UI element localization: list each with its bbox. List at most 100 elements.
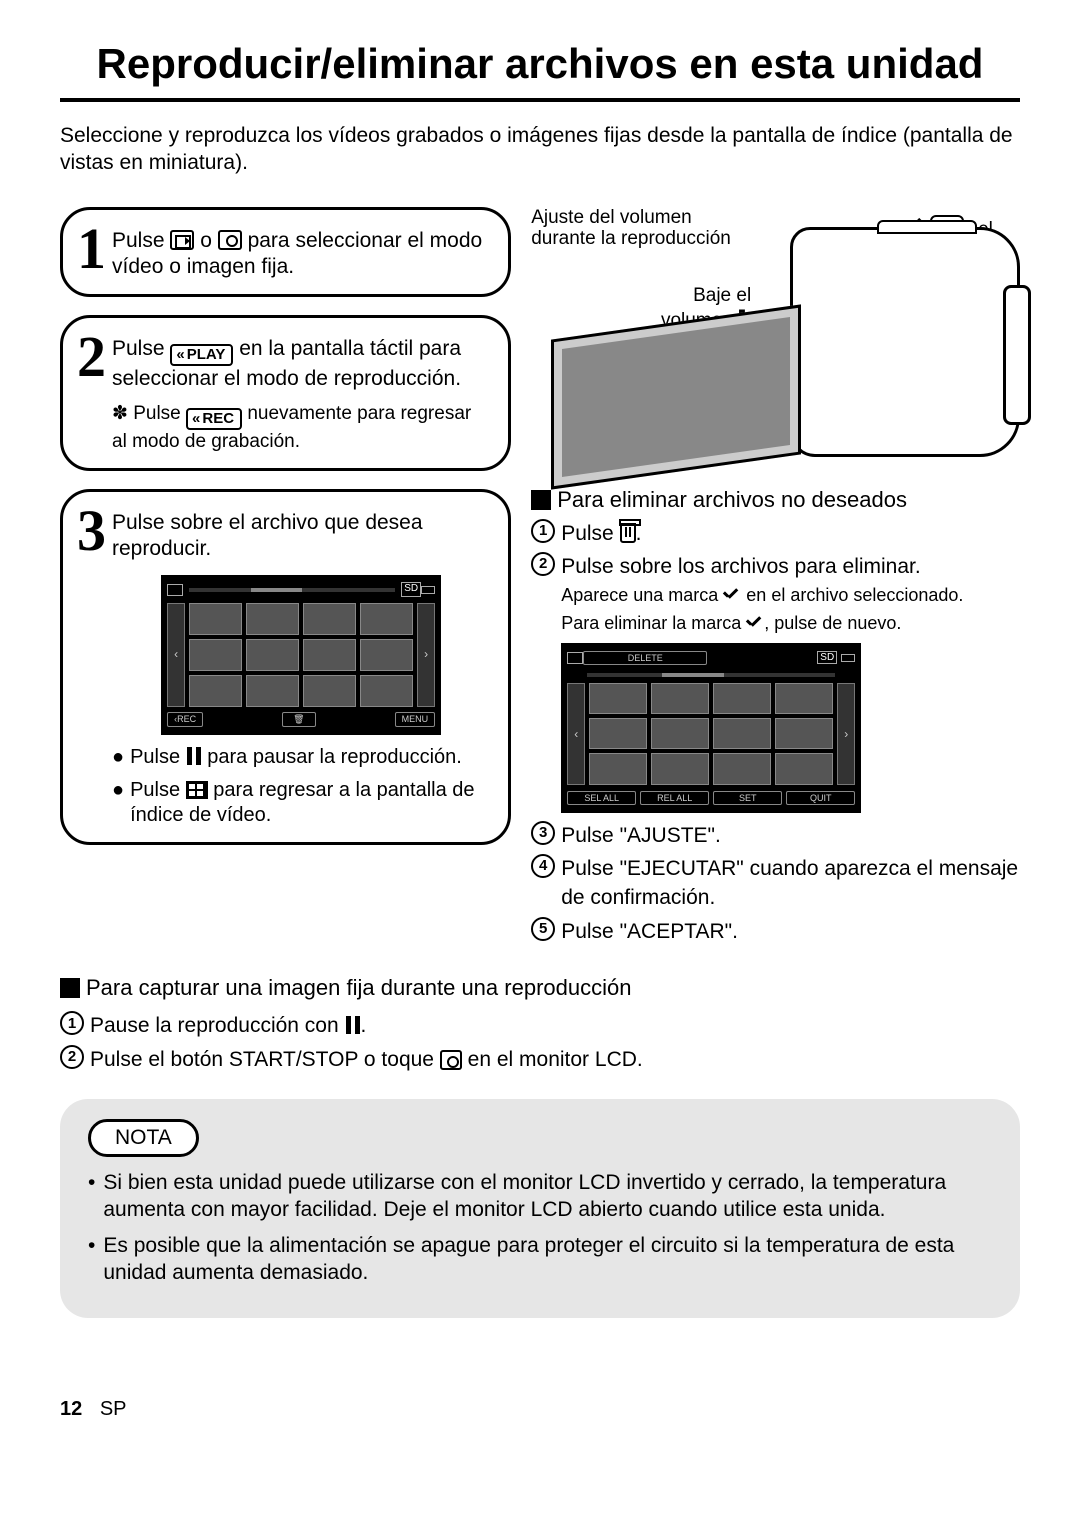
step-3-bullet-2: ● Pulse para regresar a la pantalla de í… xyxy=(112,778,490,828)
text: Pulse xyxy=(112,229,170,252)
circled-number-icon: 2 xyxy=(531,552,555,576)
capture-section-header: Para capturar una imagen fija durante un… xyxy=(60,975,1020,1001)
snapshot-icon xyxy=(440,1050,462,1070)
text: en el archivo seleccionado. xyxy=(741,585,963,605)
delete-step-4: 4 Pulse "EJECUTAR" cuando aparezca el me… xyxy=(531,854,1020,913)
square-bullet-icon xyxy=(531,490,551,510)
check-icon xyxy=(746,617,764,631)
delete-section-header: Para eliminar archivos no deseados xyxy=(531,487,1020,513)
mode-icon xyxy=(167,584,183,596)
note-item: Es posible que la alimentación se apague… xyxy=(88,1232,992,1287)
video-mode-icon xyxy=(170,230,194,250)
circled-number-icon: 1 xyxy=(531,519,555,543)
intro-text: Seleccione y reproduzca los vídeos graba… xyxy=(60,122,1020,177)
prev-page-icon: ‹ xyxy=(567,683,585,785)
delete-step-1: 1 Pulse . xyxy=(531,519,1020,548)
play-button-icon: PLAY xyxy=(170,344,233,366)
note-box: NOTA Si bien esta unidad puede utilizars… xyxy=(60,1099,1020,1318)
page-title: Reproducir/eliminar archivos en esta uni… xyxy=(60,40,1020,102)
mode-icon xyxy=(567,652,583,664)
main-columns: 1 Pulse o para seleccionar el modo vídeo… xyxy=(60,207,1020,951)
check-icon xyxy=(723,589,741,603)
photo-mode-icon xyxy=(218,230,242,250)
circled-number-icon: 5 xyxy=(531,917,555,941)
step-1: 1 Pulse o para seleccionar el modo vídeo… xyxy=(60,207,511,298)
camera-lcd-icon xyxy=(551,304,801,489)
scrollbar-icon xyxy=(189,588,395,592)
capture-section: Para capturar una imagen fija durante un… xyxy=(60,975,1020,1074)
text: Para eliminar archivos no deseados xyxy=(557,487,907,513)
step-number: 3 xyxy=(77,506,106,555)
step-3: 3 Pulse sobre el archivo que desea repro… xyxy=(60,489,511,845)
next-page-icon: › xyxy=(837,683,855,785)
step-number: 1 xyxy=(77,224,106,273)
delete-step-3: 3 Pulse "AJUSTE". xyxy=(531,821,1020,850)
text: en el monitor LCD. xyxy=(468,1048,643,1071)
camera-diagram: Ajuste del volumen durante la reproducci… xyxy=(531,207,1020,477)
delete-label: DELETE xyxy=(583,651,707,665)
page-footer: 12 SP xyxy=(60,1398,1020,1421)
note-badge: NOTA xyxy=(88,1119,199,1157)
camera-body-icon xyxy=(790,227,1020,457)
text: Pulse el botón START/STOP o toque xyxy=(90,1048,440,1071)
text: o xyxy=(200,229,218,252)
steps-column: 1 Pulse o para seleccionar el modo vídeo… xyxy=(60,207,511,951)
circled-number-icon: 1 xyxy=(60,1011,84,1035)
text: Pause la reproducción con xyxy=(90,1014,345,1037)
volume-header-label: Ajuste del volumen durante la reproducci… xyxy=(531,207,741,251)
text: . xyxy=(361,1014,367,1037)
delete-step-2: 2 Pulse sobre los archivos para eliminar… xyxy=(531,552,1020,581)
circled-number-icon: 4 xyxy=(531,854,555,878)
delete-screen-diagram: DELETE SD ‹ › SEL ALL REL ALL SET xyxy=(561,643,1020,813)
sd-icon: SD xyxy=(817,651,837,664)
text: Pulse sobre los archivos para eliminar. xyxy=(561,552,1020,581)
capture-step-1: 1 Pause la reproducción con . xyxy=(60,1011,1020,1040)
text: Pulse xyxy=(112,337,170,360)
delete-step-5: 5 Pulse "ACEPTAR". xyxy=(531,917,1020,946)
text: Pulse "EJECUTAR" cuando aparezca el mens… xyxy=(561,854,1020,913)
right-column: Ajuste del volumen durante la reproducci… xyxy=(531,207,1020,951)
text: Pulse "AJUSTE". xyxy=(561,821,1020,850)
text: Aparece una marca xyxy=(561,585,723,605)
menu-button: MENU xyxy=(395,712,436,727)
page-number: 12 xyxy=(60,1398,82,1420)
text: para pausar la reproducción. xyxy=(207,746,462,768)
square-bullet-icon xyxy=(60,978,80,998)
note-list: Si bien esta unidad puede utilizarse con… xyxy=(88,1169,992,1286)
note-item: Si bien esta unidad puede utilizarse con… xyxy=(88,1169,992,1224)
release-all-button: REL ALL xyxy=(640,791,709,805)
scrollbar-icon xyxy=(587,673,835,677)
prev-page-icon: ‹ xyxy=(167,603,185,707)
step-3-body: Pulse sobre el archivo que desea reprodu… xyxy=(112,506,490,828)
text: Pulse xyxy=(130,746,186,768)
text: Pulse xyxy=(561,522,619,545)
step-number: 2 xyxy=(77,332,106,381)
battery-icon xyxy=(421,586,435,594)
index-grid-icon xyxy=(186,781,208,799)
text: Pulse xyxy=(130,779,186,801)
pause-icon xyxy=(345,1016,361,1034)
pause-icon xyxy=(186,747,202,765)
trash-icon xyxy=(620,523,636,543)
step-1-body: Pulse o para seleccionar el modo vídeo o… xyxy=(112,224,490,281)
text: Para eliminar la marca xyxy=(561,613,746,633)
trash-button: 🗑 xyxy=(282,712,315,727)
set-button: SET xyxy=(713,791,782,805)
text: ✽ Pulse xyxy=(112,403,186,424)
step-2-body: Pulse PLAY en la pantalla táctil para se… xyxy=(112,332,490,454)
rec-return-button: ‹REC xyxy=(167,712,203,727)
delete-step-2-note-2: Para eliminar la marca , pulse de nuevo. xyxy=(561,613,1020,635)
next-page-icon: › xyxy=(417,603,435,707)
text: Pulse "ACEPTAR". xyxy=(561,917,1020,946)
quit-button: QUIT xyxy=(786,791,855,805)
language-code: SP xyxy=(100,1398,127,1420)
rec-button-icon: REC xyxy=(186,408,242,430)
battery-icon xyxy=(841,654,855,662)
sd-icon: SD xyxy=(401,582,421,597)
text: Para capturar una imagen fija durante un… xyxy=(86,975,631,1001)
circled-number-icon: 3 xyxy=(531,821,555,845)
text: Pulse sobre el archivo que desea reprodu… xyxy=(112,511,423,560)
step-3-bullet-1: ● Pulse para pausar la reproducción. xyxy=(112,745,490,770)
select-all-button: SEL ALL xyxy=(567,791,636,805)
playback-index-screen: SD ‹ › ‹REC 🗑 MENU xyxy=(161,575,441,735)
